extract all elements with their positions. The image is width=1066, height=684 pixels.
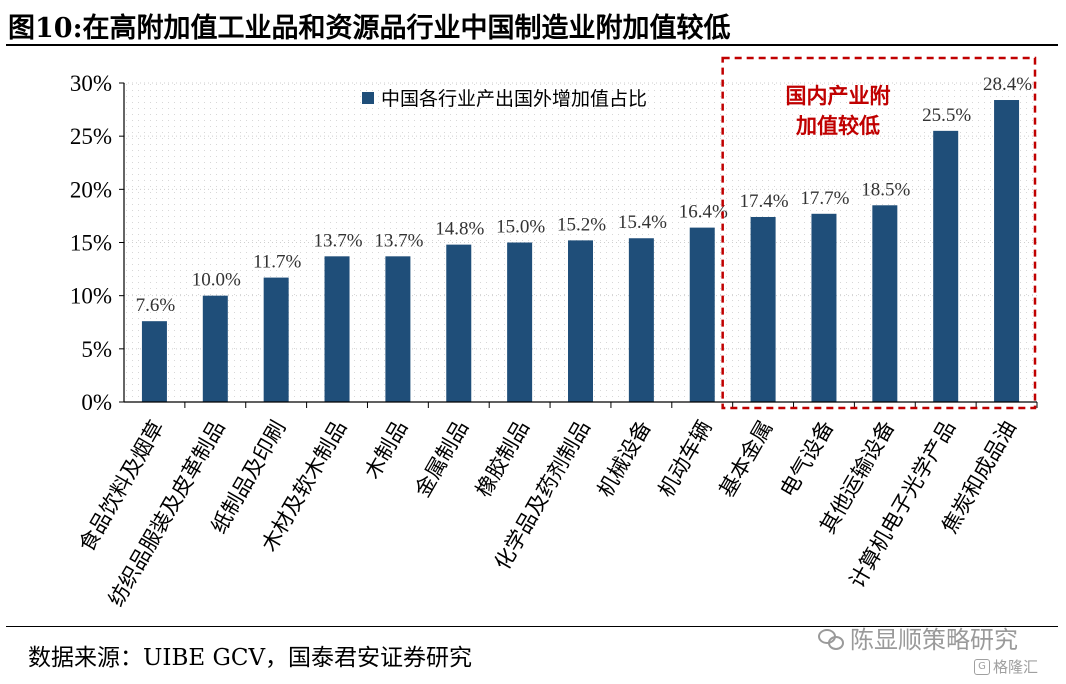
bar [750,216,776,402]
data-label: 17.7% [800,188,849,209]
y-tick-label: 30% [70,71,112,96]
data-label: 28.4% [983,74,1032,95]
bar [446,244,472,402]
bar [202,295,228,402]
legend-swatch [362,92,374,104]
annotation-line-2: 加值较低 [795,114,880,138]
watermark-2: G 格隆汇 [974,656,1038,677]
bar [385,256,411,402]
data-label: 15.0% [496,217,545,238]
watermark-text: 陈显顺策略研究 [850,626,1018,654]
bars [141,100,1020,402]
data-label: 14.8% [435,219,484,240]
y-tick-label: 15% [70,231,112,256]
annotation-box: 国内产业附 加值较低 [721,56,1037,410]
data-labels: 7.6% 10.0% 11.7% 13.7% 13.7% 14.8% 15.0% 15.2% 1… [136,74,1033,316]
data-label: 7.6% [136,295,176,316]
y-tick-label: 0% [81,390,112,415]
bar [141,321,167,402]
data-label: 10.0% [192,270,241,291]
source-note: 数据来源：UIBE GCV，国泰君安证券研究 [28,645,473,671]
y-tick-label: 5% [81,337,112,362]
annotation-line-1: 国内产业附 [786,84,891,108]
x-category-label: 电气设备 [776,417,839,502]
bar [568,240,593,402]
legend-label: 中国各行业产出国外增加值占比 [381,88,647,110]
bar [263,277,289,402]
x-category-label: 机械设备 [593,417,656,502]
data-label: 25.5% [922,105,971,126]
data-label: 11.7% [253,252,302,273]
y-tick-label: 10% [70,284,112,309]
data-label: 15.2% [557,214,606,235]
wechat-icon [818,627,844,650]
watermark: 陈显顺策略研究 [818,620,1018,655]
x-category-label: 纺织品服装及皮革制品 [104,417,230,611]
y-tick-label: 25% [70,124,112,149]
bar [994,100,1020,402]
x-category-label: 木制品 [360,417,412,484]
data-label: 17.4% [740,191,789,212]
x-category-label: 基本金属 [715,417,778,502]
figure-title: 图10:在高附加值工业品和资源品行业中国制造业附加值较低 [8,13,731,44]
x-category-label: 机动车辆 [654,417,717,502]
bar [811,213,837,402]
bar [324,256,350,402]
bar [933,130,959,402]
y-axis: 0% 5% 10% 15% 20% 25% 30% [70,71,125,415]
title-divider [6,44,1058,46]
source-divider [6,626,1058,627]
data-label: 13.7% [313,230,362,251]
bar [872,205,898,402]
bar-chart: 7.6% 10.0% 11.7% 13.7% 13.7% 14.8% 15.0% 15.2% 1… [70,56,1038,611]
data-label: 16.4% [679,202,728,223]
annotation-dashed-rect [721,56,1037,410]
watermark-2-text: 格隆汇 [993,658,1039,676]
gelonghui-icon: G [974,658,990,675]
legend: 中国各行业产出国外增加值占比 [362,88,647,110]
bar [628,238,654,402]
data-label: 15.4% [618,212,667,233]
bar [507,242,533,402]
y-tick-label: 20% [70,177,112,202]
data-label: 18.5% [861,179,910,200]
x-category-label: 金属制品 [410,417,473,502]
x-category-label: 橡胶制品 [471,417,534,502]
data-label: 13.7% [374,230,423,251]
bar [689,227,715,402]
